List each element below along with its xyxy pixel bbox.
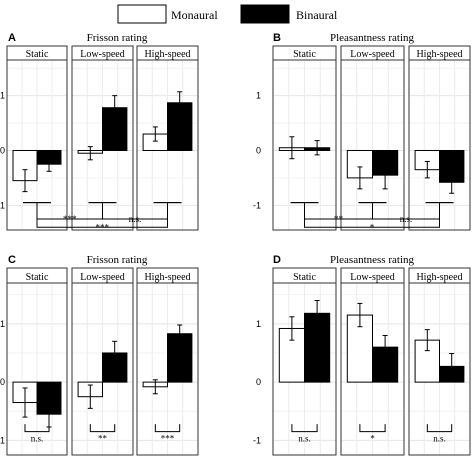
facet-label: Static [26, 272, 49, 283]
significance-label: *** [161, 434, 175, 444]
y-tick-label: -1 [0, 200, 5, 210]
facet-frame [71, 59, 134, 231]
facet-high-speed: High-speed [136, 267, 199, 456]
significance-bracket [304, 202, 440, 228]
facet-static: Static [272, 45, 337, 231]
facet-label: High-speed [144, 49, 190, 60]
facet-high-speed: High-speed [408, 45, 471, 231]
significance-label: n.s. [129, 214, 142, 224]
significance-bracket [89, 424, 116, 433]
facet-frame [340, 282, 405, 456]
significance-label: *** [63, 214, 77, 224]
facet-frame [408, 59, 471, 231]
facet-static: Static [6, 45, 68, 231]
significance-annotations: ** n.s. * [290, 202, 454, 232]
significance-annotations: n.s. * n.s. [291, 424, 453, 444]
y-tick-label: 1 [256, 91, 261, 101]
facet-low-speed: Low-speed [340, 267, 405, 456]
significance-label: n.s. [298, 434, 311, 444]
facet-label: High-speed [416, 272, 462, 283]
facet-high-speed: High-speed [136, 45, 199, 231]
y-tick-label: 1 [0, 319, 5, 329]
panel-title: Frisson rating [87, 32, 148, 44]
y-tick-label: 0 [0, 145, 5, 155]
significance-annotations: *** n.s. *** [23, 202, 182, 232]
significance-label: ** [98, 434, 108, 444]
y-tick-label: 0 [256, 145, 261, 155]
panel-title: Frisson rating [87, 254, 148, 266]
facet-label: Static [293, 272, 316, 283]
significance-label: n.s. [31, 434, 44, 444]
significance-bracket [154, 424, 181, 433]
y-tick-label: 0 [0, 377, 5, 387]
y-tick-label: -1 [253, 200, 261, 210]
significance-label: * [370, 222, 375, 232]
significance-label: * [370, 434, 375, 444]
panel-title: Pleasantness rating [330, 254, 415, 266]
significance-bracket [36, 202, 168, 228]
facet-frame [71, 282, 134, 456]
facet-label: Static [26, 49, 49, 60]
panels: A Frisson rating -1 0 1 Static Low-speed High-s… [0, 32, 471, 456]
facet-low-speed: Low-speed [71, 45, 134, 231]
facet-frame [136, 282, 199, 456]
legend-label-monaural: Monaural [171, 8, 218, 22]
panel-letter: B [273, 32, 281, 44]
facet-frame [272, 282, 337, 456]
legend-label-binaural: Binaural [296, 8, 338, 22]
facet-frame [408, 282, 471, 456]
legend: Monaural Binaural [117, 4, 338, 24]
facet-frame [272, 59, 337, 231]
panel-letter: C [8, 254, 16, 266]
facet-label: Low-speed [80, 272, 124, 283]
facet-high-speed: High-speed [408, 267, 471, 456]
facet-low-speed: Low-speed [340, 45, 405, 231]
facet-low-speed: Low-speed [71, 267, 134, 456]
panel-letter: A [8, 32, 16, 44]
facet-static: Static [6, 267, 68, 456]
panel-b: B Pleasantness rating -1 0 1 Static Low-speed H… [253, 32, 471, 232]
significance-label: n.s. [433, 434, 446, 444]
y-tick-label: 0 [256, 377, 261, 387]
panel-title: Pleasantness rating [330, 32, 415, 44]
facet-label: High-speed [144, 272, 190, 283]
significance-bracket [24, 424, 50, 433]
significance-bracket [426, 424, 453, 433]
facet-label: Static [293, 49, 316, 60]
significance-label: ** [334, 214, 344, 224]
significance-label: *** [96, 222, 110, 232]
panel-letter: D [273, 254, 281, 266]
panel-c: C Frisson rating -1 0 1 Static Low-speed High-s… [0, 254, 199, 456]
y-tick-label: 1 [0, 91, 5, 101]
facet-frame [6, 59, 68, 231]
significance-annotations: n.s. ** *** [24, 424, 181, 444]
y-tick-label: -1 [0, 435, 5, 445]
bar-binaural [304, 312, 331, 383]
facet-label: Low-speed [80, 49, 124, 60]
facet-label: High-speed [416, 49, 462, 60]
facet-static: Static [272, 267, 337, 456]
facet-label: Low-speed [350, 49, 394, 60]
facet-frame [340, 59, 405, 231]
facet-frame [6, 282, 68, 456]
panel-d: D Pleasantness rating -1 0 1 Static Low-speed H… [253, 254, 471, 456]
y-tick-label: -1 [253, 435, 261, 445]
legend-swatch-binaural [240, 4, 290, 24]
significance-label: n.s. [400, 214, 413, 224]
facet-frame [136, 59, 199, 231]
facet-label: Low-speed [350, 272, 394, 283]
significance-bracket [291, 424, 318, 433]
y-tick-label: 1 [256, 319, 261, 329]
panel-a: A Frisson rating -1 0 1 Static Low-speed High-s… [0, 32, 199, 232]
legend-swatch-monaural [117, 4, 167, 24]
significance-bracket [359, 424, 386, 433]
